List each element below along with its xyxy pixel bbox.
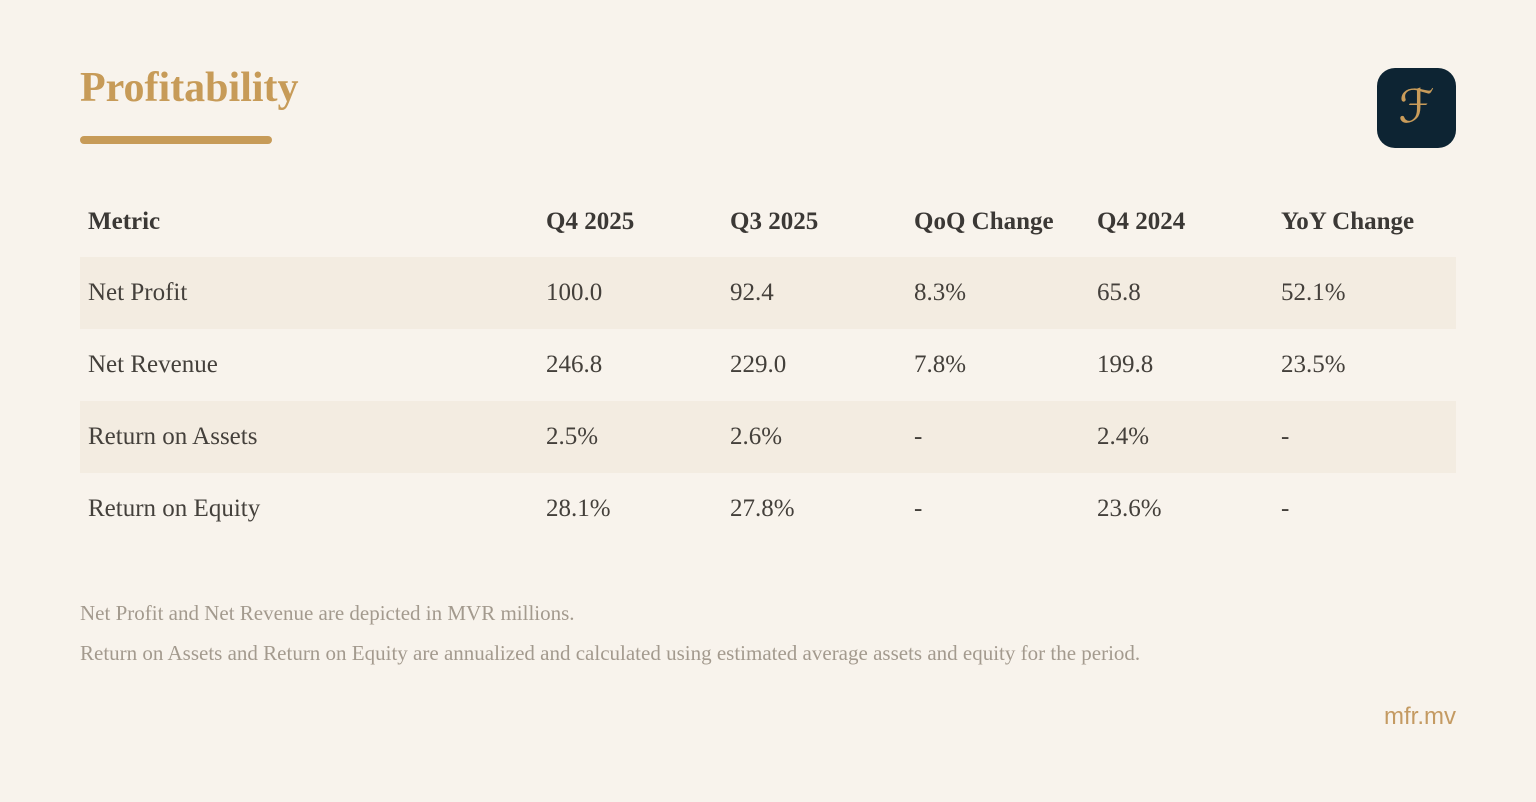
column-header-q4-2024: Q4 2024 <box>1097 208 1186 236</box>
table-body: Net Profit 100.0 92.4 8.3% 65.8 52.1% Ne… <box>80 257 1456 545</box>
table-header: Metric Q4 2025 Q3 2025 QoQ Change Q4 202… <box>80 187 1456 257</box>
table-row-return-on-equity: Return on Equity 28.1% 27.8% - 23.6% - <box>80 473 1456 545</box>
cell-value: 8.3% <box>914 279 967 307</box>
brand-logo-f-icon: ℱ <box>1398 79 1435 133</box>
column-header-qoq-change: QoQ Change <box>914 208 1054 236</box>
cell-metric: Return on Assets <box>88 423 258 451</box>
column-header-yoy-change: YoY Change <box>1281 208 1415 236</box>
site-link[interactable]: mfr.mv <box>1384 703 1456 730</box>
cell-value: 2.4% <box>1097 423 1150 451</box>
table-row-return-on-assets: Return on Assets 2.5% 2.6% - 2.4% - <box>80 401 1456 474</box>
footnotes: Net Profit and Net Revenue are depicted … <box>80 599 1456 667</box>
cell-value: - <box>914 423 923 451</box>
table-row-net-revenue: Net Revenue 246.8 229.0 7.8% 199.8 23.5% <box>80 329 1456 401</box>
column-header-q4-2025: Q4 2025 <box>546 208 635 236</box>
cell-value: 246.8 <box>546 351 603 379</box>
cell-value: 2.5% <box>546 423 599 451</box>
cell-value: - <box>914 495 923 523</box>
cell-value: 2.6% <box>730 423 783 451</box>
page-title: Profitability <box>80 65 299 111</box>
cell-value: 199.8 <box>1097 351 1154 379</box>
cell-value: 52.1% <box>1281 279 1346 307</box>
slide-header: Profitability ℱ <box>80 0 1456 148</box>
cell-metric: Net Profit <box>88 279 188 307</box>
cell-value: 92.4 <box>730 279 774 307</box>
profitability-table: Metric Q4 2025 Q3 2025 QoQ Change Q4 202… <box>80 187 1456 545</box>
column-header-q3-2025: Q3 2025 <box>730 208 819 236</box>
cell-value: 23.6% <box>1097 495 1162 523</box>
cell-metric: Return on Equity <box>88 495 261 523</box>
title-underline <box>80 136 272 145</box>
cell-value: 28.1% <box>546 495 611 523</box>
cell-value: 23.5% <box>1281 351 1346 379</box>
cell-metric: Net Revenue <box>88 351 218 379</box>
brand-logo: ℱ <box>1377 68 1456 148</box>
cell-value: 229.0 <box>730 351 787 379</box>
footnote-annualized: Return on Assets and Return on Equity ar… <box>80 640 1141 665</box>
cell-value: 27.8% <box>730 495 795 523</box>
cell-value: 7.8% <box>914 351 967 379</box>
table-row-net-profit: Net Profit 100.0 92.4 8.3% 65.8 52.1% <box>80 257 1456 330</box>
cell-value: - <box>1281 423 1290 451</box>
column-header-metric: Metric <box>88 208 161 236</box>
cell-value: 65.8 <box>1097 279 1141 307</box>
footnote-mvr-millions: Net Profit and Net Revenue are depicted … <box>80 601 575 626</box>
cell-value: - <box>1281 495 1290 523</box>
cell-value: 100.0 <box>546 279 603 307</box>
table-header-row: Metric Q4 2025 Q3 2025 QoQ Change Q4 202… <box>80 187 1456 257</box>
